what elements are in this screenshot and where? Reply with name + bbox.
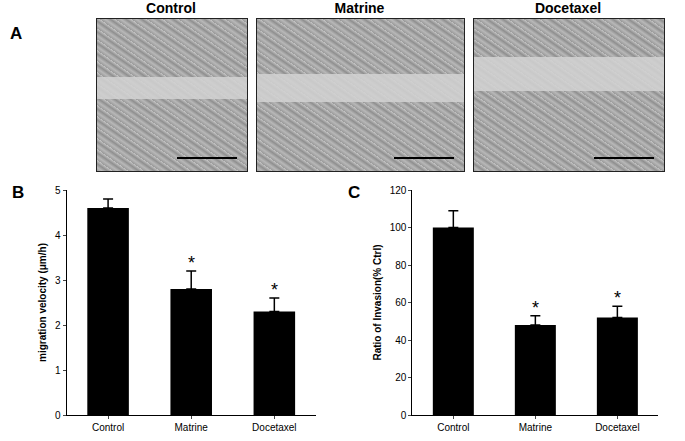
svg-text:0: 0 xyxy=(55,410,61,421)
svg-text:C: C xyxy=(348,183,360,202)
svg-text:migration velocity (μm/h): migration velocity (μm/h) xyxy=(37,243,48,362)
svg-text:Docetaxel: Docetaxel xyxy=(252,422,296,433)
svg-text:Matrine: Matrine xyxy=(175,422,209,433)
svg-text:5: 5 xyxy=(55,185,61,196)
svg-text:20: 20 xyxy=(395,372,407,383)
svg-text:100: 100 xyxy=(390,222,407,233)
html-text:A: A xyxy=(10,24,23,43)
html-text:Control: Control xyxy=(146,0,196,16)
svg-text:Docetaxel: Docetaxel xyxy=(595,422,639,433)
svg-text:*: * xyxy=(271,280,278,300)
svg-text:Control: Control xyxy=(92,422,124,433)
svg-text:B: B xyxy=(12,183,24,202)
svg-text:*: * xyxy=(188,253,195,273)
svg-text:*: * xyxy=(614,288,621,308)
html-text:Matrine: Matrine xyxy=(334,0,385,16)
svg-text:1: 1 xyxy=(55,365,61,376)
svg-text:60: 60 xyxy=(395,297,407,308)
svg-text:40: 40 xyxy=(395,335,407,346)
svg-text:0: 0 xyxy=(401,410,407,421)
svg-text:Matrine: Matrine xyxy=(519,422,553,433)
svg-text:Control: Control xyxy=(437,422,469,433)
svg-text:4: 4 xyxy=(55,230,61,241)
html-text:Docetaxel: Docetaxel xyxy=(534,0,602,16)
svg-text:Ratio of Invasion(% Ctrl): Ratio of Invasion(% Ctrl) xyxy=(372,244,383,360)
svg-text:80: 80 xyxy=(395,260,407,271)
svg-text:3: 3 xyxy=(55,275,61,286)
svg-text:*: * xyxy=(532,298,539,318)
svg-text:2: 2 xyxy=(55,320,61,331)
svg-text:120: 120 xyxy=(390,185,407,196)
